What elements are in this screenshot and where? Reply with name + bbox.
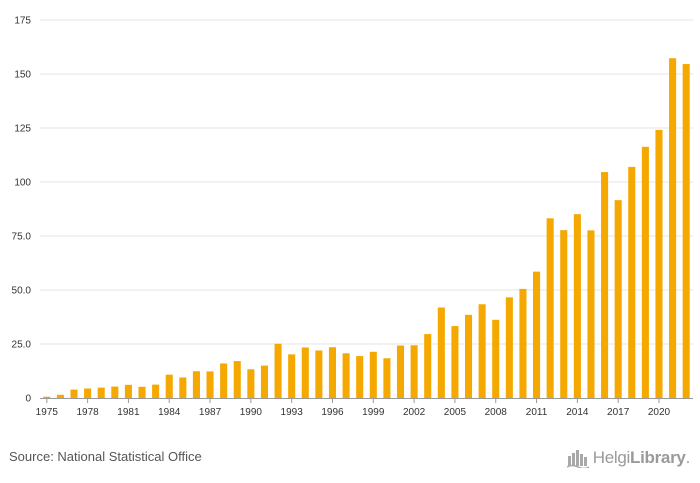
y-tick-label: 25.0 <box>12 340 32 351</box>
bar-1980 <box>111 386 119 398</box>
bar-2014 <box>573 214 581 398</box>
axes <box>40 398 693 403</box>
brand-name-suffix: . <box>685 448 691 467</box>
x-tick-label: 1975 <box>36 407 59 418</box>
bars <box>43 58 690 398</box>
y-tick-label: 0 <box>25 394 31 405</box>
bar-1994 <box>301 347 309 398</box>
bar-1979 <box>97 387 105 398</box>
bar-2000 <box>383 358 391 398</box>
x-tick-label: 2011 <box>526 407 548 418</box>
bar-2009 <box>505 297 513 398</box>
bar-2020 <box>655 129 663 398</box>
bar-2017 <box>614 200 622 398</box>
y-tick-label: 175 <box>14 16 31 27</box>
x-axis-tick-labels: 1975 1978 1981 1984 1987 1990 1993 1996 1999 2002… <box>36 407 671 418</box>
y-tick-label: 50.0 <box>12 286 32 297</box>
gridlines <box>40 19 693 345</box>
bar-2004 <box>437 307 445 398</box>
y-tick-label: 100 <box>14 178 31 189</box>
bar-2011 <box>533 271 541 398</box>
bar-2015 <box>587 230 595 398</box>
bar-1996 <box>328 347 337 398</box>
bar-1988 <box>220 363 228 398</box>
x-tick-label: 2017 <box>607 407 630 418</box>
x-tick-label: 1987 <box>199 407 222 418</box>
bar-2021 <box>669 58 677 398</box>
brand-name-regular: Helgi <box>592 448 631 467</box>
x-tick-label: 1996 <box>321 407 344 418</box>
bar-1983 <box>152 384 160 398</box>
bar-1976 <box>56 394 64 398</box>
x-tick-label: 2014 <box>566 407 589 418</box>
bar-1984 <box>165 374 173 398</box>
x-tick-label: 2002 <box>403 407 426 418</box>
bar-1998 <box>356 356 364 398</box>
bar-1997 <box>342 353 350 398</box>
brand-name-bold: Library <box>630 448 686 467</box>
bar-2013 <box>560 230 568 398</box>
x-tick-label: 1984 <box>158 407 181 418</box>
bar-1989 <box>233 361 241 398</box>
x-tick-label: 1993 <box>281 407 304 418</box>
x-tick-label: 2020 <box>648 407 671 418</box>
bar-1999 <box>369 351 377 398</box>
bar-2002 <box>410 345 418 398</box>
y-tick-label: 75.0 <box>12 232 32 243</box>
bar-2007 <box>478 304 486 398</box>
bar-1990 <box>247 369 255 398</box>
x-tick-label: 2008 <box>485 407 508 418</box>
bar-1981 <box>124 384 132 398</box>
bar-2003 <box>424 334 432 398</box>
bar-1985 <box>179 377 187 398</box>
bar-1995 <box>315 350 323 398</box>
x-tick-label: 1981 <box>117 407 140 418</box>
bar-2005 <box>451 326 459 398</box>
brand-logo: HelgiLibrary. <box>566 446 691 470</box>
bar-1975 <box>43 396 51 398</box>
bar-1977 <box>70 389 78 398</box>
bar-1991 <box>260 365 268 398</box>
x-tick-label: 1999 <box>362 407 385 418</box>
source-note: Source: National Statistical Office <box>9 449 202 464</box>
y-tick-label: 125 <box>14 124 31 135</box>
x-tick-label: 2005 <box>444 407 467 418</box>
brand-name: HelgiLibrary. <box>592 448 691 468</box>
x-tick-label: 1990 <box>240 407 263 418</box>
bar-2006 <box>464 314 473 398</box>
bar-2016 <box>601 172 609 398</box>
bar-1992 <box>274 343 282 398</box>
y-axis-tick-labels: 0 25.0 50.0 75.0 100 125 150 175 <box>12 16 32 405</box>
bar-1982 <box>138 386 146 398</box>
building-icon <box>566 450 589 468</box>
bar-2001 <box>396 345 405 398</box>
y-tick-label: 150 <box>14 70 31 81</box>
bar-2008 <box>492 319 500 398</box>
bar-1993 <box>288 354 296 398</box>
bar-1978 <box>84 388 92 398</box>
bar-1986 <box>192 371 200 398</box>
bar-2010 <box>519 288 527 398</box>
x-tick-label: 1978 <box>76 407 99 418</box>
bar-2018 <box>628 166 636 398</box>
bar-1987 <box>206 371 214 398</box>
bar-2019 <box>641 146 649 398</box>
bar-2012 <box>546 218 554 398</box>
bar-2022 <box>682 64 690 398</box>
